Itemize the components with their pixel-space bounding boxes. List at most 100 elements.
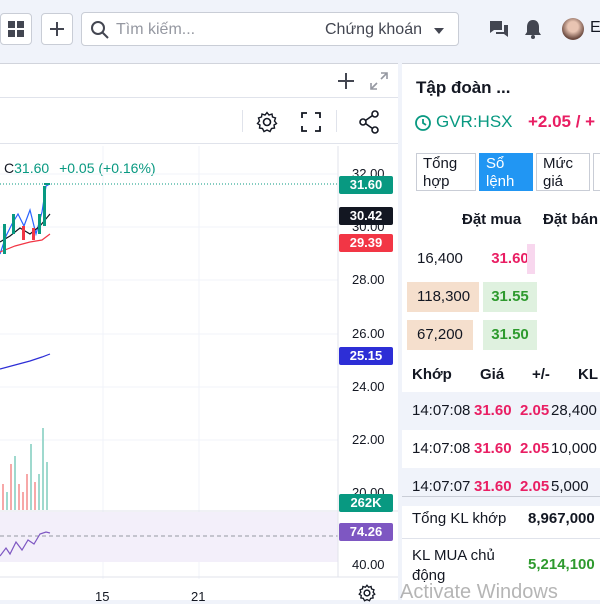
tab-price-levels[interactable]: Mức giá (536, 153, 590, 191)
rsi-band (0, 512, 338, 562)
clock-icon (415, 115, 431, 131)
match-volume: 5,000 (551, 478, 589, 495)
summary-label: Tổng KL khớp (412, 510, 507, 527)
grid-icon (8, 21, 24, 37)
match-change: 2.05 (520, 478, 550, 495)
volume-bar (22, 492, 24, 510)
add-chart-icon[interactable] (336, 71, 356, 91)
axis-tick: 40.00 (352, 557, 385, 572)
bid-price: 31.60 (491, 250, 529, 267)
chart-toolbar (0, 98, 398, 144)
bid-price: 31.50 (483, 320, 537, 350)
candle (43, 186, 46, 226)
match-volume: 28,400 (551, 402, 597, 419)
bid-price: 31.55 (483, 282, 537, 312)
bid-volume: 16,400 (417, 250, 463, 267)
orderbook-row[interactable]: 118,300 31.55 (407, 282, 600, 316)
volume-tag: 262K (339, 494, 393, 512)
volume-bar (6, 492, 8, 510)
volume-bar (14, 456, 16, 510)
search-icon (91, 21, 109, 39)
orderbook-header-buy: Đặt mua (462, 211, 522, 228)
ma-line-red (0, 233, 51, 253)
candle (12, 214, 15, 234)
summary-divider (402, 538, 600, 539)
orderbook-row[interactable]: 67,200 31.50 (407, 320, 600, 354)
chevron-down-icon[interactable] (434, 28, 444, 34)
top-bar: Tìm kiếm... Chứng khoán E (0, 0, 600, 60)
legend-change: +0.05 (+0.16%) (59, 160, 156, 176)
chat-icon[interactable] (488, 18, 510, 40)
company-name: Tập đoàn ... (416, 78, 511, 97)
axis-tick: 22.00 (352, 432, 385, 447)
indicator-line (0, 353, 51, 370)
matches-header-volume: KL (578, 366, 598, 383)
volume-bar (2, 484, 4, 510)
gear-icon[interactable] (358, 584, 376, 602)
expand-icon[interactable] (370, 72, 388, 90)
stock-detail-panel: Tập đoàn ... GVR:HSX +2.05 / + Tổng hợp … (402, 63, 600, 600)
match-price: 31.60 (474, 440, 512, 457)
volume-bar (10, 464, 12, 510)
volume-bar (34, 482, 36, 510)
candle (38, 214, 41, 234)
candle (3, 224, 6, 254)
volume-bar (30, 444, 32, 510)
last-price-tag: 31.60 (339, 176, 393, 194)
match-volume: 10,000 (551, 440, 597, 457)
toolbar-divider (242, 110, 243, 132)
volume-bar (38, 474, 40, 510)
add-button[interactable] (41, 13, 73, 45)
search-box[interactable]: Tìm kiếm... Chứng khoán (81, 12, 459, 46)
chart-panel: C31.60 +0.05 (+0.16%) (0, 63, 398, 604)
ma-price-tag: 29.39 (339, 234, 393, 252)
gear-icon[interactable] (256, 111, 278, 133)
activation-watermark: Activate Windows (400, 581, 558, 603)
summary-label: KL MUA chủ động (412, 547, 495, 584)
plus-icon (50, 22, 64, 36)
orderbook-header-sell: Đặt bán (543, 211, 599, 228)
avatar[interactable] (562, 18, 584, 40)
match-row[interactable]: 14:07:08 31.60 2.05 10,000 (402, 430, 600, 468)
match-time: 14:07:08 (412, 440, 471, 457)
summary-divider (402, 496, 600, 497)
bid-volume: 67,200 (407, 320, 473, 350)
candle (32, 228, 35, 240)
tab-orderbook[interactable]: Sổ lệnh (479, 153, 533, 191)
summary-value: 8,967,000 (528, 510, 595, 527)
tab-summary[interactable]: Tổng hợp (416, 153, 476, 191)
search-input[interactable]: Tìm kiếm... (116, 21, 196, 38)
toolbar-divider (336, 110, 337, 132)
rsi-tag: 74.26 (339, 523, 393, 541)
ticker-symbol[interactable]: GVR:HSX (436, 112, 513, 131)
volume-bar (42, 428, 44, 510)
axis-tick: 24.00 (352, 379, 385, 394)
match-change: 2.05 (520, 402, 550, 419)
layout-grid-button[interactable] (0, 13, 32, 45)
match-row[interactable]: 14:07:08 31.60 2.05 28,400 (402, 392, 600, 430)
axis-tick: 28.00 (352, 272, 385, 287)
tab-more[interactable]: T (593, 153, 600, 191)
match-time: 14:07:07 (412, 478, 471, 495)
match-row[interactable]: 14:07:07 31.60 2.05 5,000 (402, 468, 600, 506)
legend-close-value: 31.60 (14, 160, 50, 176)
price-change: +2.05 / + (528, 112, 596, 131)
volume-bar (26, 474, 28, 510)
ma-price-tag: 30.42 (339, 207, 393, 225)
chart-legend: C31.60 +0.05 (+0.16%) (4, 160, 156, 176)
time-tick: 15 (95, 589, 110, 604)
search-category-select[interactable]: Chứng khoán (325, 21, 422, 38)
bell-icon[interactable] (523, 18, 543, 40)
indicator-price-tag: 25.15 (339, 347, 393, 365)
match-price: 31.60 (474, 402, 512, 419)
matches-header-change: +/- (532, 366, 550, 383)
rsi-line (0, 531, 51, 557)
matches-header-price: Giá (480, 366, 505, 383)
fullscreen-icon[interactable] (300, 111, 322, 133)
user-initial[interactable]: E (590, 19, 600, 36)
orderbook-row[interactable]: 16,400 31.60 (407, 244, 600, 278)
volume-bar (18, 484, 20, 510)
summary-value: 5,214,100 (528, 556, 595, 573)
price-chart-canvas[interactable] (0, 64, 398, 601)
share-icon[interactable] (358, 110, 380, 134)
